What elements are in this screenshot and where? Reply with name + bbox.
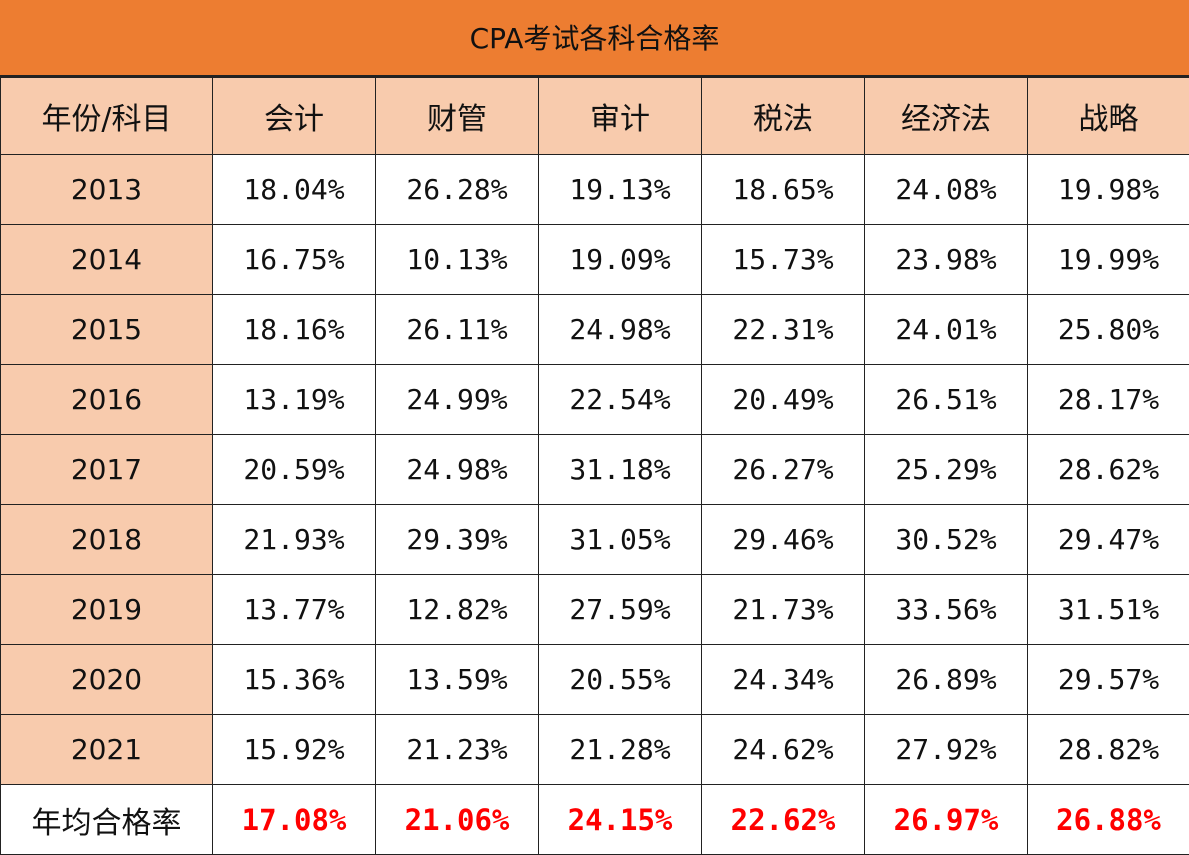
rate-cell: 19.09% xyxy=(539,225,702,295)
rate-cell: 26.11% xyxy=(376,295,539,365)
average-row: 年均合格率 17.08% 21.06% 24.15% 22.62% 26.97%… xyxy=(1,785,1189,855)
average-rate-cell: 22.62% xyxy=(702,785,865,855)
rate-cell: 24.01% xyxy=(865,295,1028,365)
table-row: 2015 18.16% 26.11% 24.98% 22.31% 24.01% … xyxy=(1,295,1189,365)
average-rate-cell: 26.97% xyxy=(865,785,1028,855)
rate-cell: 18.04% xyxy=(213,155,376,225)
rate-cell: 25.29% xyxy=(865,435,1028,505)
rate-cell: 15.73% xyxy=(702,225,865,295)
year-cell: 2018 xyxy=(1,505,213,575)
rate-cell: 22.31% xyxy=(702,295,865,365)
average-rate-cell: 17.08% xyxy=(213,785,376,855)
rate-cell: 21.93% xyxy=(213,505,376,575)
rate-cell: 15.92% xyxy=(213,715,376,785)
year-cell: 2020 xyxy=(1,645,213,715)
rate-cell: 20.59% xyxy=(213,435,376,505)
rate-cell: 26.28% xyxy=(376,155,539,225)
rate-cell: 19.99% xyxy=(1028,225,1189,295)
rate-cell: 18.16% xyxy=(213,295,376,365)
rate-cell: 24.34% xyxy=(702,645,865,715)
rate-cell: 31.51% xyxy=(1028,575,1189,645)
header-cell-audit: 审计 xyxy=(539,78,702,155)
rate-cell: 31.05% xyxy=(539,505,702,575)
year-cell: 2021 xyxy=(1,715,213,785)
rate-cell: 13.19% xyxy=(213,365,376,435)
year-cell: 2013 xyxy=(1,155,213,225)
rate-cell: 13.59% xyxy=(376,645,539,715)
rate-cell: 33.56% xyxy=(865,575,1028,645)
header-cell-financial-management: 财管 xyxy=(376,78,539,155)
rate-cell: 19.98% xyxy=(1028,155,1189,225)
rate-cell: 26.27% xyxy=(702,435,865,505)
table-row: 2021 15.92% 21.23% 21.28% 24.62% 27.92% … xyxy=(1,715,1189,785)
rate-cell: 24.08% xyxy=(865,155,1028,225)
rate-cell: 24.62% xyxy=(702,715,865,785)
rate-cell: 21.28% xyxy=(539,715,702,785)
rate-cell: 28.62% xyxy=(1028,435,1189,505)
rate-cell: 24.98% xyxy=(539,295,702,365)
rate-cell: 29.47% xyxy=(1028,505,1189,575)
table-row: 2013 18.04% 26.28% 19.13% 18.65% 24.08% … xyxy=(1,155,1189,225)
rate-cell: 28.17% xyxy=(1028,365,1189,435)
rate-cell: 28.82% xyxy=(1028,715,1189,785)
rate-cell: 27.59% xyxy=(539,575,702,645)
rate-cell: 13.77% xyxy=(213,575,376,645)
rate-cell: 26.89% xyxy=(865,645,1028,715)
table-row: 2014 16.75% 10.13% 19.09% 15.73% 23.98% … xyxy=(1,225,1189,295)
year-cell: 2019 xyxy=(1,575,213,645)
rate-cell: 19.13% xyxy=(539,155,702,225)
rate-cell: 26.51% xyxy=(865,365,1028,435)
rate-cell: 20.49% xyxy=(702,365,865,435)
rate-cell: 30.52% xyxy=(865,505,1028,575)
average-rate-cell: 26.88% xyxy=(1028,785,1189,855)
rate-cell: 29.46% xyxy=(702,505,865,575)
header-cell-accounting: 会计 xyxy=(213,78,376,155)
rate-cell: 23.98% xyxy=(865,225,1028,295)
header-cell-tax-law: 税法 xyxy=(702,78,865,155)
rate-cell: 25.80% xyxy=(1028,295,1189,365)
average-rate-cell: 21.06% xyxy=(376,785,539,855)
rate-cell: 15.36% xyxy=(213,645,376,715)
header-cell-economic-law: 经济法 xyxy=(865,78,1028,155)
rate-cell: 22.54% xyxy=(539,365,702,435)
rate-cell: 29.57% xyxy=(1028,645,1189,715)
rate-cell: 24.99% xyxy=(376,365,539,435)
rate-cell: 18.65% xyxy=(702,155,865,225)
pass-rate-table: 年份/科目 会计 财管 审计 税法 经济法 战略 2013 18.04% 26.… xyxy=(0,77,1189,855)
year-cell: 2015 xyxy=(1,295,213,365)
table-row: 2017 20.59% 24.98% 31.18% 26.27% 25.29% … xyxy=(1,435,1189,505)
rate-cell: 10.13% xyxy=(376,225,539,295)
year-cell: 2017 xyxy=(1,435,213,505)
header-row: 年份/科目 会计 财管 审计 税法 经济法 战略 xyxy=(1,78,1189,155)
average-rate-cell: 24.15% xyxy=(539,785,702,855)
table-row: 2018 21.93% 29.39% 31.05% 29.46% 30.52% … xyxy=(1,505,1189,575)
table-row: 2016 13.19% 24.99% 22.54% 20.49% 26.51% … xyxy=(1,365,1189,435)
rate-cell: 16.75% xyxy=(213,225,376,295)
table-row: 2019 13.77% 12.82% 27.59% 21.73% 33.56% … xyxy=(1,575,1189,645)
average-label: 年均合格率 xyxy=(1,785,213,855)
rate-cell: 20.55% xyxy=(539,645,702,715)
header-cell-year-subject: 年份/科目 xyxy=(1,78,213,155)
rate-cell: 29.39% xyxy=(376,505,539,575)
rate-cell: 21.23% xyxy=(376,715,539,785)
rate-cell: 27.92% xyxy=(865,715,1028,785)
rate-cell: 21.73% xyxy=(702,575,865,645)
year-cell: 2014 xyxy=(1,225,213,295)
table-row: 2020 15.36% 13.59% 20.55% 24.34% 26.89% … xyxy=(1,645,1189,715)
rate-cell: 12.82% xyxy=(376,575,539,645)
rate-cell: 24.98% xyxy=(376,435,539,505)
rate-cell: 31.18% xyxy=(539,435,702,505)
year-cell: 2016 xyxy=(1,365,213,435)
header-cell-strategy: 战略 xyxy=(1028,78,1189,155)
table-title: CPA考试各科合格率 xyxy=(0,0,1189,77)
